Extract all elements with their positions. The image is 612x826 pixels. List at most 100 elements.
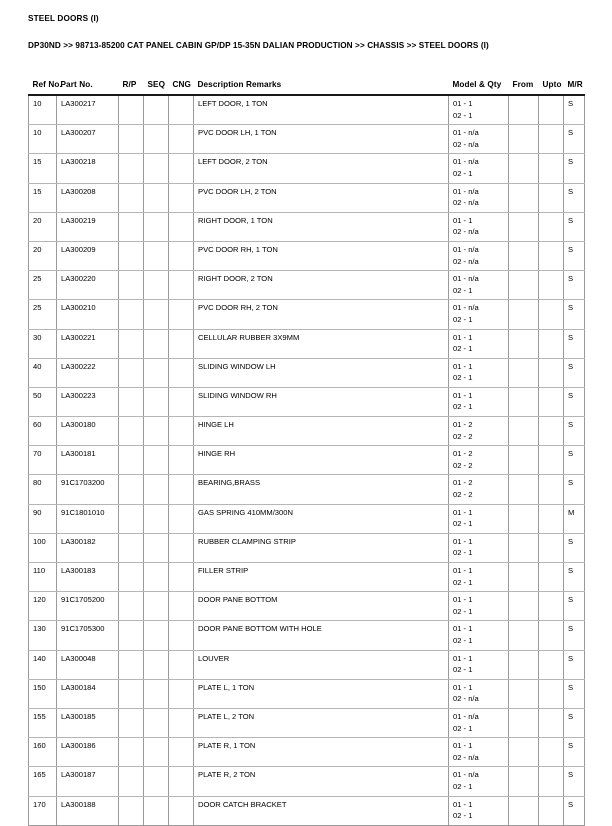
column-header-part-no: Part No. [56, 80, 119, 96]
cell-from [508, 212, 539, 242]
cell-cng [168, 358, 194, 388]
table-row: 130 91C1705300 DOOR PANE BOTTOM WITH HOLE 0… [28, 620, 585, 651]
cell-description: DOOR CATCH BRACKET [193, 796, 449, 826]
cell-model-qty: 01 - n/a 02 - 1 [448, 153, 509, 184]
cell-rp [118, 504, 144, 534]
cell-rp [118, 270, 144, 301]
cell-upto [538, 416, 564, 447]
cell-upto [538, 358, 564, 388]
cell-part-no: LA300223 [56, 387, 119, 418]
cell-cng [168, 708, 194, 739]
model-qty-line: 02 - 1 [453, 285, 473, 295]
cell-description: HINGE LH [193, 416, 449, 447]
cell-ref-no: 155 [28, 708, 57, 739]
cell-part-no: LA300048 [56, 650, 119, 680]
cell-rp [118, 241, 144, 272]
cell-upto [538, 124, 564, 155]
cell-rp [118, 416, 144, 447]
cell-ref-no: 170 [28, 796, 57, 826]
cell-ref-no: 20 [28, 241, 57, 272]
cell-cng [168, 445, 194, 476]
cell-seq [143, 124, 169, 155]
column-header-upto: Upto [538, 80, 564, 96]
cell-from [508, 270, 539, 301]
cell-ref-no: 100 [28, 533, 57, 564]
model-qty-line: 01 - n/a [453, 244, 479, 254]
column-header-seq: SEQ [143, 80, 169, 96]
cell-rp [118, 708, 144, 739]
model-qty-line: 02 - 1 [453, 548, 473, 558]
cell-ref-no: 160 [28, 737, 57, 768]
cell-model-qty: 01 - n/a 02 - n/a [448, 124, 509, 155]
cell-ref-no: 10 [28, 95, 57, 126]
cell-part-no: LA300220 [56, 270, 119, 301]
cell-description: PVC DOOR LH, 1 TON [193, 124, 449, 155]
model-qty-line: 01 - 1 [453, 536, 473, 546]
cell-upto [538, 708, 564, 739]
page-title: STEEL DOORS (I) [28, 14, 99, 23]
model-qty-line: 01 - 2 [453, 449, 473, 459]
cell-part-no: LA300208 [56, 183, 119, 213]
cell-upto [538, 153, 564, 184]
cell-rp [118, 679, 144, 709]
table-row: 25 LA300220 RIGHT DOOR, 2 TON 01 - n/a 02 - … [28, 270, 585, 301]
breadcrumb: DP30ND >> 98713-85200 CAT PANEL CABIN GP… [28, 41, 489, 50]
cell-mr: S [563, 562, 585, 593]
model-qty-line: 01 - n/a [453, 711, 479, 721]
model-qty-line: 02 - 2 [453, 490, 473, 500]
cell-mr: S [563, 183, 585, 213]
model-qty-line: 01 - n/a [453, 303, 479, 313]
cell-rp [118, 737, 144, 768]
column-header-from: From [508, 80, 539, 96]
model-qty-line: 01 - 1 [453, 682, 473, 692]
cell-model-qty: 01 - 2 02 - 2 [448, 416, 509, 447]
cell-rp [118, 796, 144, 826]
table-row: 160 LA300186 PLATE R, 1 TON 01 - 1 02 - n/a S [28, 737, 585, 768]
cell-from [508, 737, 539, 768]
cell-from [508, 591, 539, 622]
column-header-cng: CNG [168, 80, 194, 96]
parts-catalog-page: STEEL DOORS (I) DP30ND >> 98713-85200 CA… [28, 14, 585, 826]
table-row: 15 LA300208 PVC DOOR LH, 2 TON 01 - n/a 02 -… [28, 183, 585, 213]
cell-ref-no: 140 [28, 650, 57, 680]
cell-seq [143, 504, 169, 534]
parts-table: Ref No. Part No. R/P SEQ CNG Description… [28, 80, 585, 826]
cell-part-no: LA300182 [56, 533, 119, 564]
cell-rp [118, 124, 144, 155]
cell-rp [118, 153, 144, 184]
cell-rp [118, 299, 144, 330]
cell-cng [168, 679, 194, 709]
cell-model-qty: 01 - 1 02 - 1 [448, 387, 509, 418]
cell-model-qty: 01 - 1 02 - n/a [448, 737, 509, 768]
model-qty-line: 01 - 2 [453, 478, 473, 488]
cell-from [508, 474, 539, 505]
cell-seq [143, 299, 169, 330]
table-row: 150 LA300184 PLATE L, 1 TON 01 - 1 02 - n/a S [28, 679, 585, 709]
cell-cng [168, 416, 194, 447]
cell-from [508, 650, 539, 680]
cell-description: PVC DOOR RH, 1 TON [193, 241, 449, 272]
model-qty-line: 02 - 1 [453, 723, 473, 733]
cell-cng [168, 796, 194, 826]
cell-ref-no: 25 [28, 270, 57, 301]
cell-cng [168, 620, 194, 651]
cell-description: RIGHT DOOR, 1 TON [193, 212, 449, 242]
cell-model-qty: 01 - n/a 02 - n/a [448, 183, 509, 213]
cell-seq [143, 474, 169, 505]
model-qty-line: 02 - 1 [453, 110, 473, 120]
cell-rp [118, 620, 144, 651]
model-qty-line: 02 - 1 [453, 314, 473, 324]
cell-rp [118, 212, 144, 242]
cell-cng [168, 737, 194, 768]
cell-mr: S [563, 153, 585, 184]
model-qty-line: 02 - 1 [453, 635, 473, 645]
cell-cng [168, 241, 194, 272]
cell-mr: M [563, 504, 585, 534]
column-header-rp: R/P [118, 80, 144, 96]
cell-mr: S [563, 299, 585, 330]
cell-description: SLIDING WINDOW LH [193, 358, 449, 388]
cell-cng [168, 212, 194, 242]
model-qty-line: 02 - 2 [453, 431, 473, 441]
cell-rp [118, 562, 144, 593]
